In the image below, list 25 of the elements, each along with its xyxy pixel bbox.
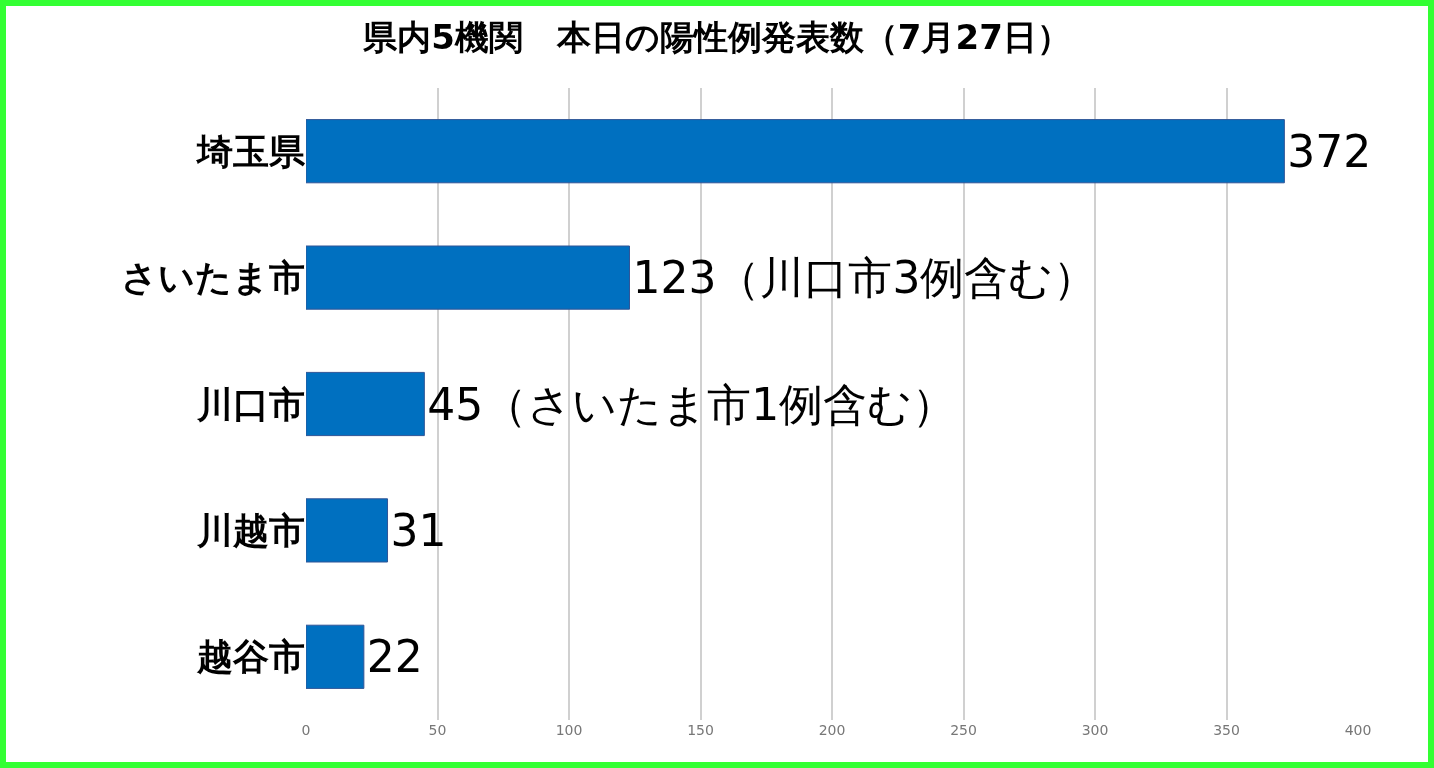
x-tick-label: 350 [1213, 722, 1240, 738]
data-label: 372 [1287, 125, 1372, 177]
x-tick-label: 300 [1081, 722, 1109, 738]
data-label: 31 [390, 504, 447, 556]
data-label: 123（川口市3例含む） [632, 252, 1098, 304]
bar [306, 371, 425, 437]
x-tick-label: 0 [301, 722, 311, 738]
x-tick-label: 50 [428, 722, 447, 738]
x-tick-label: 200 [818, 722, 846, 738]
y-tick-label: 川口市 [196, 383, 305, 425]
data-label: 45（さいたま市1例含む） [427, 378, 957, 430]
y-tick-label: 川越市 [196, 510, 305, 551]
bar [306, 624, 365, 689]
y-tick-label: 越谷市 [196, 636, 305, 678]
y-tick-label: さいたま市 [121, 257, 305, 299]
chart-title: 県内5機関 本日の陽性例発表数（7月27日） [362, 16, 1071, 57]
x-tick-label: 150 [687, 722, 714, 738]
data-label: 22 [366, 631, 423, 683]
x-tick-label: 250 [950, 722, 977, 738]
bar [306, 245, 630, 310]
bar [306, 119, 1285, 184]
x-tick-label: 400 [1344, 722, 1372, 738]
bar [306, 498, 389, 563]
x-tick-label: 100 [555, 722, 583, 738]
y-tick-label: 埼玉県 [195, 130, 306, 172]
